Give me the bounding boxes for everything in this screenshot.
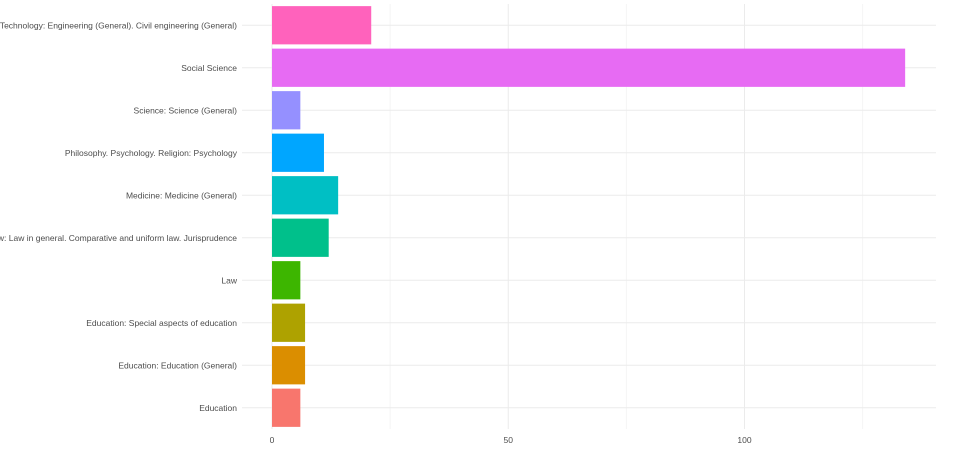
bar xyxy=(272,133,324,172)
bar xyxy=(272,176,339,215)
bar xyxy=(272,388,301,427)
x-axis-labels: 0 50 100 xyxy=(270,435,752,445)
x-tick-label: 100 xyxy=(737,435,751,445)
y-tick-label: Education xyxy=(199,403,237,413)
bar xyxy=(272,261,301,300)
bar xyxy=(272,303,306,342)
x-tick-label: 0 xyxy=(270,435,275,445)
y-tick-label: Science: Science (General) xyxy=(134,105,238,115)
bar xyxy=(272,6,372,45)
y-tick-label: Technology: Engineering (General). Civil… xyxy=(0,20,237,30)
y-tick-label: Law xyxy=(221,275,237,285)
y-tick-label: Medicine: Medicine (General) xyxy=(126,190,237,200)
bar xyxy=(272,346,306,385)
bar xyxy=(272,218,329,257)
y-axis-labels: Education Education: Education (General) E… xyxy=(0,20,238,413)
x-tick-label: 50 xyxy=(504,435,514,445)
y-tick-label: Law: Law in general. Comparative and uni… xyxy=(0,233,237,243)
bar xyxy=(272,48,906,87)
bar xyxy=(272,91,301,130)
bars xyxy=(272,6,906,427)
y-tick-label: Education: Special aspects of education xyxy=(86,318,237,328)
y-tick-label: Philosophy. Psychology. Religion: Psycho… xyxy=(65,148,238,158)
y-tick-label: Education: Education (General) xyxy=(118,360,237,370)
y-tick-label: Social Science xyxy=(181,63,237,73)
